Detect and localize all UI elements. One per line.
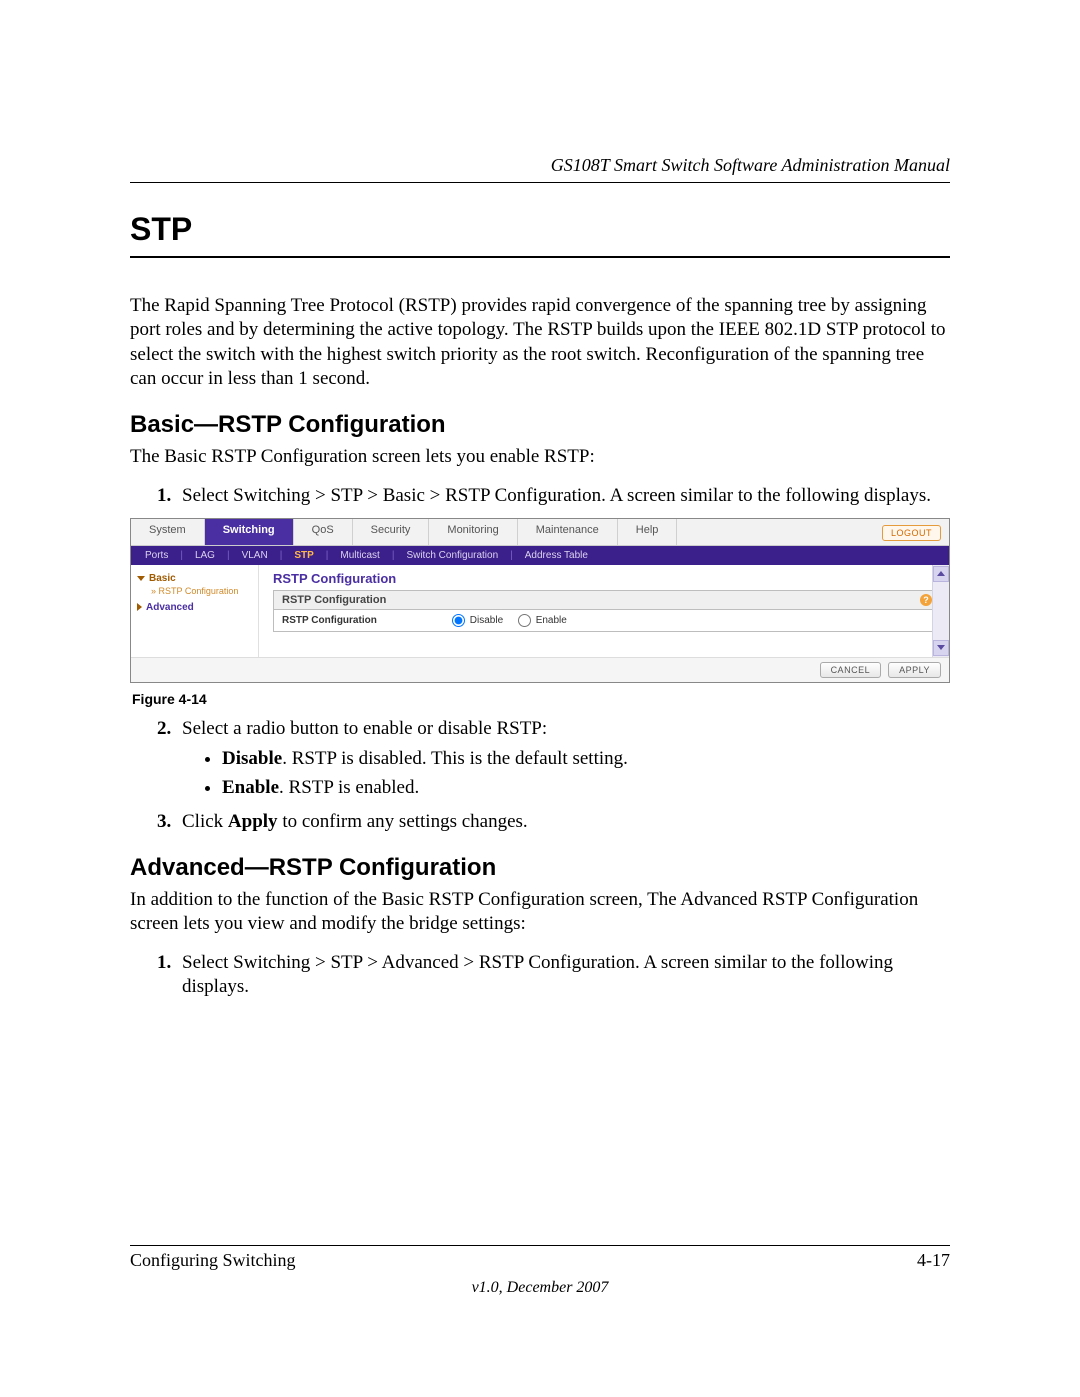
subtab-address-table[interactable]: Address Table (521, 550, 592, 561)
basic-steps-list: Select Switching > STP > Basic > RSTP Co… (130, 484, 950, 508)
main-tab-bar: System Switching QoS Security Monitoring… (131, 519, 949, 546)
bullet-enable: Enable. RSTP is enabled. (222, 776, 950, 800)
basic-step-1: Select Switching > STP > Basic > RSTP Co… (176, 484, 950, 508)
footer-page-number: 4-17 (917, 1250, 950, 1271)
figure-screenshot: System Switching QoS Security Monitoring… (130, 518, 950, 683)
document-page: GS108T Smart Switch Software Administrat… (0, 0, 1080, 1397)
radio-disable-label[interactable]: Disable (452, 615, 503, 626)
right-pane: RSTP Configuration RSTP Configuration ? … (259, 565, 949, 657)
heading-basic-rstp: Basic—RSTP Configuration (130, 411, 950, 439)
page-footer: Configuring Switching 4-17 v1.0, Decembe… (130, 1245, 950, 1297)
logout-button[interactable]: LOGOUT (882, 525, 941, 541)
advanced-lead: In addition to the function of the Basic… (130, 888, 950, 937)
config-row: RSTP Configuration Disable Enable (274, 610, 938, 631)
nav-group-advanced[interactable]: Advanced (137, 602, 252, 613)
subtab-multicast[interactable]: Multicast (336, 550, 383, 561)
radio-enable[interactable] (518, 614, 531, 627)
tab-system[interactable]: System (131, 519, 205, 545)
subtab-vlan[interactable]: VLAN (238, 550, 272, 561)
tab-maintenance[interactable]: Maintenance (518, 519, 618, 545)
subtab-ports[interactable]: Ports (141, 550, 172, 561)
subtab-lag[interactable]: LAG (191, 550, 219, 561)
running-header: GS108T Smart Switch Software Administrat… (130, 155, 950, 183)
footer-version: v1.0, December 2007 (130, 1279, 950, 1297)
nav-item-rstp-configuration[interactable]: » RSTP Configuration (137, 586, 252, 598)
tab-security[interactable]: Security (353, 519, 430, 545)
pane-box-header: RSTP Configuration ? (274, 591, 938, 610)
radio-enable-label[interactable]: Enable (518, 615, 567, 626)
pane-box-header-label: RSTP Configuration (282, 594, 386, 606)
tab-qos[interactable]: QoS (294, 519, 353, 545)
tab-switching[interactable]: Switching (205, 519, 294, 545)
footer-section-name: Configuring Switching (130, 1250, 296, 1271)
scroll-up-icon[interactable] (933, 566, 949, 582)
nav-group-basic[interactable]: Basic (137, 573, 252, 584)
scrollbar[interactable] (932, 565, 949, 657)
advanced-steps-list: Select Switching > STP > Advanced > RSTP… (130, 951, 950, 1000)
basic-steps-list-cont: Select a radio button to enable or disab… (130, 717, 950, 834)
subtab-stp[interactable]: STP (290, 550, 317, 561)
sub-tab-bar: Ports| LAG| VLAN| STP| Multicast| Switch… (131, 546, 949, 565)
subtab-switch-configuration[interactable]: Switch Configuration (402, 550, 502, 561)
radio-options-bullets: Disable. RSTP is disabled. This is the d… (182, 747, 950, 800)
config-row-label: RSTP Configuration (282, 615, 452, 626)
radio-disable[interactable] (452, 614, 465, 627)
advanced-step-1: Select Switching > STP > Advanced > RSTP… (176, 951, 950, 1000)
tab-help[interactable]: Help (618, 519, 678, 545)
bullet-disable: Disable. RSTP is disabled. This is the d… (222, 747, 950, 771)
heading-advanced-rstp: Advanced—RSTP Configuration (130, 854, 950, 882)
content-area: Basic » RSTP Configuration Advanced RSTP… (131, 565, 949, 657)
section-heading-stp: STP (130, 211, 950, 258)
help-icon[interactable]: ? (920, 594, 932, 606)
pane-box: RSTP Configuration ? RSTP Configuration … (273, 590, 939, 632)
apply-button[interactable]: APPLY (888, 662, 941, 678)
pane-title: RSTP Configuration (273, 571, 939, 586)
left-nav: Basic » RSTP Configuration Advanced (131, 565, 259, 657)
config-row-options: Disable Enable (452, 614, 579, 627)
basic-step-3: Click Apply to confirm any settings chan… (176, 810, 950, 834)
basic-step-2: Select a radio button to enable or disab… (176, 717, 950, 800)
intro-paragraph: The Rapid Spanning Tree Protocol (RSTP) … (130, 294, 950, 391)
scroll-down-icon[interactable] (933, 640, 949, 656)
action-button-row: CANCEL APPLY (131, 657, 949, 682)
cancel-button[interactable]: CANCEL (820, 662, 882, 678)
basic-lead: The Basic RSTP Configuration screen lets… (130, 445, 950, 469)
tab-monitoring[interactable]: Monitoring (429, 519, 517, 545)
figure-caption: Figure 4-14 (132, 691, 950, 707)
